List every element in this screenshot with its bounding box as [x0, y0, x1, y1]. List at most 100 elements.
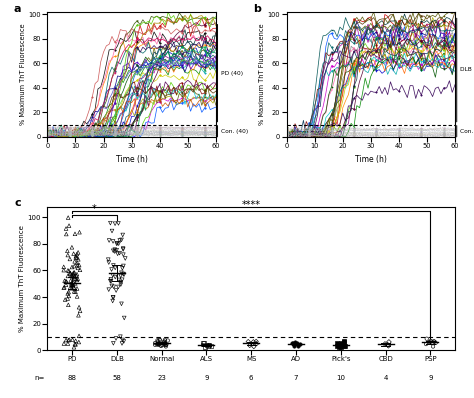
Point — [431, 338, 438, 345]
Point — [71, 341, 79, 347]
Point — [118, 237, 125, 243]
Point — [60, 267, 67, 273]
Point — [105, 287, 112, 293]
Point — [75, 333, 83, 339]
Point — [341, 343, 349, 349]
Point — [64, 215, 72, 221]
Point — [105, 237, 113, 244]
Point — [118, 300, 125, 307]
Point — [118, 265, 126, 271]
Text: 88: 88 — [67, 375, 76, 380]
Point — [73, 254, 81, 261]
Point — [68, 244, 76, 250]
Point — [64, 267, 72, 273]
Point — [112, 287, 120, 294]
Point — [109, 248, 117, 254]
Point — [72, 253, 80, 259]
Point — [74, 275, 82, 282]
Point — [120, 315, 128, 321]
Point — [119, 271, 127, 277]
Point — [204, 343, 211, 349]
Y-axis label: % Maximum ThT Fluorescence: % Maximum ThT Fluorescence — [20, 23, 26, 125]
Point — [66, 256, 73, 262]
Point — [337, 340, 345, 347]
Point — [64, 302, 72, 308]
Point — [70, 269, 78, 276]
Point — [62, 278, 70, 284]
Point — [115, 220, 122, 226]
Point — [162, 342, 169, 348]
Point — [76, 267, 84, 273]
Point — [385, 339, 392, 345]
Point — [109, 272, 117, 278]
Point — [245, 338, 252, 345]
Point — [108, 266, 115, 273]
Point — [422, 341, 430, 347]
Point — [63, 279, 70, 285]
Point — [71, 288, 78, 295]
Point — [199, 341, 206, 348]
Point — [71, 285, 79, 292]
Text: 4: 4 — [383, 375, 388, 380]
Point — [74, 249, 82, 256]
Point — [113, 241, 120, 247]
Point — [73, 285, 81, 292]
Text: *: * — [92, 204, 97, 214]
Point — [105, 259, 113, 266]
Point — [73, 293, 81, 300]
Text: n=: n= — [34, 375, 44, 380]
Point — [71, 275, 79, 281]
Point — [155, 336, 163, 343]
Point — [70, 344, 78, 350]
Point — [154, 340, 162, 347]
Point — [65, 222, 73, 229]
Point — [114, 251, 121, 257]
Point — [112, 335, 120, 341]
Point — [113, 247, 120, 254]
Point — [75, 304, 83, 310]
Point — [334, 340, 341, 347]
Point — [68, 279, 76, 286]
Point — [64, 295, 72, 302]
Point — [72, 289, 79, 295]
Point — [120, 338, 128, 345]
Point — [69, 336, 76, 343]
Point — [206, 342, 213, 348]
Point — [110, 284, 118, 290]
Point — [109, 262, 117, 269]
Point — [161, 337, 169, 343]
Point — [155, 341, 162, 347]
Text: PD (40): PD (40) — [221, 70, 243, 76]
Text: 10: 10 — [337, 375, 346, 380]
Point — [119, 337, 127, 343]
Point — [109, 298, 117, 304]
Point — [160, 340, 168, 347]
Point — [72, 280, 79, 287]
Point — [73, 262, 81, 268]
Point — [154, 341, 161, 348]
Point — [73, 277, 81, 283]
Text: 9: 9 — [428, 375, 433, 380]
Point — [160, 338, 168, 345]
Point — [67, 270, 74, 276]
Text: 7: 7 — [294, 375, 298, 380]
Point — [62, 337, 70, 343]
Point — [64, 337, 72, 343]
Point — [289, 340, 296, 346]
Point — [65, 336, 73, 343]
Point — [340, 338, 348, 345]
Point — [381, 341, 389, 347]
Point — [293, 340, 301, 346]
Point — [340, 338, 348, 344]
Point — [68, 271, 75, 278]
Point — [156, 337, 164, 343]
Point — [340, 343, 347, 349]
Point — [70, 271, 77, 278]
Point — [62, 281, 70, 288]
Point — [60, 285, 67, 291]
Point — [427, 338, 434, 344]
Text: Con. (40): Con. (40) — [221, 129, 248, 134]
Point — [118, 340, 126, 347]
Point — [63, 231, 70, 237]
Point — [253, 341, 260, 347]
